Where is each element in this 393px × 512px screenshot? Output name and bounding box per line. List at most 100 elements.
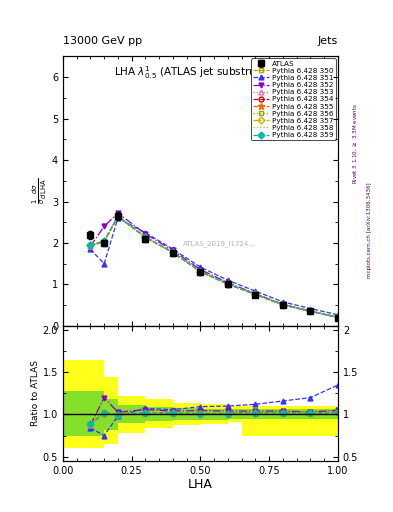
Pythia 6.428 355 xyxy=(308,308,313,314)
Pythia 6.428 357 xyxy=(143,234,148,240)
Pythia 6.428 359 xyxy=(171,249,175,255)
Pythia 6.428 357 xyxy=(226,281,230,287)
Pythia 6.428 353 xyxy=(308,308,313,314)
Pythia 6.428 354 xyxy=(281,302,285,308)
Pythia 6.428 351 xyxy=(308,306,313,312)
Pythia 6.428 359 xyxy=(336,314,340,321)
Pythia 6.428 357 xyxy=(116,214,120,220)
Pythia 6.428 357 xyxy=(281,302,285,308)
Pythia 6.428 359 xyxy=(143,234,148,240)
Y-axis label: $\frac{1}{\sigma}\frac{d\sigma}{d\,\mathrm{LHA}}$: $\frac{1}{\sigma}\frac{d\sigma}{d\,\math… xyxy=(31,178,49,204)
Pythia 6.428 355 xyxy=(336,314,340,321)
Pythia 6.428 351 xyxy=(253,288,258,294)
Pythia 6.428 358 xyxy=(143,234,148,240)
Pythia 6.428 351 xyxy=(143,229,148,236)
Line: Pythia 6.428 351: Pythia 6.428 351 xyxy=(88,216,340,317)
Pythia 6.428 358 xyxy=(102,238,107,244)
Pythia 6.428 356 xyxy=(308,308,313,314)
Pythia 6.428 357 xyxy=(308,308,313,314)
Pythia 6.428 352 xyxy=(102,223,107,229)
Pythia 6.428 358 xyxy=(281,302,285,308)
Pythia 6.428 359 xyxy=(88,242,93,248)
Pythia 6.428 353 xyxy=(198,269,203,275)
Pythia 6.428 355 xyxy=(171,249,175,255)
Pythia 6.428 350 xyxy=(253,291,258,297)
Pythia 6.428 356 xyxy=(226,281,230,287)
Pythia 6.428 355 xyxy=(198,268,203,274)
Pythia 6.428 359 xyxy=(102,238,107,244)
Pythia 6.428 358 xyxy=(226,281,230,287)
Text: LHA $\lambda^{1}_{0.5}$ (ATLAS jet substructure): LHA $\lambda^{1}_{0.5}$ (ATLAS jet subst… xyxy=(114,65,287,81)
Pythia 6.428 353 xyxy=(171,249,175,255)
Pythia 6.428 354 xyxy=(198,269,203,275)
Pythia 6.428 357 xyxy=(102,238,107,244)
Pythia 6.428 351 xyxy=(336,312,340,318)
Pythia 6.428 355 xyxy=(253,291,258,297)
Pythia 6.428 350 xyxy=(198,268,203,274)
Pythia 6.428 350 xyxy=(116,213,120,219)
Pythia 6.428 350 xyxy=(281,302,285,308)
Pythia 6.428 355 xyxy=(143,234,148,240)
Pythia 6.428 359 xyxy=(253,291,258,297)
Pythia 6.428 353 xyxy=(143,234,148,241)
Pythia 6.428 357 xyxy=(88,242,93,248)
Pythia 6.428 353 xyxy=(116,214,120,220)
Pythia 6.428 350 xyxy=(226,281,230,287)
Pythia 6.428 352 xyxy=(171,247,175,253)
Pythia 6.428 359 xyxy=(308,308,313,314)
Text: mcplots.cern.ch [arXiv:1306.3436]: mcplots.cern.ch [arXiv:1306.3436] xyxy=(367,183,373,278)
Pythia 6.428 351 xyxy=(116,215,120,221)
Pythia 6.428 351 xyxy=(226,278,230,284)
Text: 13000 GeV pp: 13000 GeV pp xyxy=(63,35,142,46)
Pythia 6.428 354 xyxy=(336,314,340,321)
Line: Pythia 6.428 358: Pythia 6.428 358 xyxy=(90,217,338,317)
Pythia 6.428 354 xyxy=(116,214,120,220)
Pythia 6.428 356 xyxy=(143,234,148,240)
Pythia 6.428 355 xyxy=(102,238,107,244)
Pythia 6.428 353 xyxy=(88,243,93,249)
Pythia 6.428 351 xyxy=(281,299,285,305)
Pythia 6.428 350 xyxy=(171,249,175,255)
Pythia 6.428 351 xyxy=(102,261,107,267)
Line: Pythia 6.428 356: Pythia 6.428 356 xyxy=(88,214,340,320)
Pythia 6.428 351 xyxy=(198,264,203,270)
Y-axis label: Ratio to ATLAS: Ratio to ATLAS xyxy=(31,360,40,426)
Pythia 6.428 350 xyxy=(336,314,340,321)
Pythia 6.428 350 xyxy=(308,308,313,314)
Pythia 6.428 353 xyxy=(281,302,285,308)
Pythia 6.428 353 xyxy=(253,291,258,297)
Line: Pythia 6.428 353: Pythia 6.428 353 xyxy=(88,215,340,320)
Pythia 6.428 354 xyxy=(102,238,107,244)
Pythia 6.428 357 xyxy=(253,291,258,297)
Line: Pythia 6.428 350: Pythia 6.428 350 xyxy=(88,214,340,319)
Pythia 6.428 354 xyxy=(171,249,175,255)
Pythia 6.428 355 xyxy=(226,281,230,287)
Pythia 6.428 356 xyxy=(281,302,285,308)
Pythia 6.428 359 xyxy=(226,281,230,287)
Pythia 6.428 358 xyxy=(116,214,120,220)
Pythia 6.428 352 xyxy=(88,243,93,249)
Pythia 6.428 357 xyxy=(336,314,340,321)
Pythia 6.428 354 xyxy=(253,291,258,297)
Pythia 6.428 359 xyxy=(198,269,203,275)
Pythia 6.428 359 xyxy=(281,302,285,308)
Legend: ATLAS, Pythia 6.428 350, Pythia 6.428 351, Pythia 6.428 352, Pythia 6.428 353, P: ATLAS, Pythia 6.428 350, Pythia 6.428 35… xyxy=(251,58,336,140)
Pythia 6.428 353 xyxy=(226,281,230,287)
Pythia 6.428 357 xyxy=(171,249,175,255)
Text: ATLAS_2019_I1724...: ATLAS_2019_I1724... xyxy=(183,240,256,247)
Pythia 6.428 358 xyxy=(336,314,340,321)
Pythia 6.428 353 xyxy=(102,239,107,245)
Pythia 6.428 356 xyxy=(102,238,107,244)
Pythia 6.428 358 xyxy=(308,308,313,314)
Pythia 6.428 350 xyxy=(88,242,93,248)
Pythia 6.428 352 xyxy=(253,290,258,296)
Pythia 6.428 356 xyxy=(88,242,93,248)
Pythia 6.428 358 xyxy=(253,291,258,297)
Pythia 6.428 352 xyxy=(143,231,148,237)
Pythia 6.428 352 xyxy=(198,266,203,272)
Pythia 6.428 351 xyxy=(88,246,93,252)
Pythia 6.428 356 xyxy=(171,249,175,255)
Pythia 6.428 354 xyxy=(143,234,148,240)
Pythia 6.428 354 xyxy=(226,281,230,287)
Pythia 6.428 356 xyxy=(198,268,203,274)
